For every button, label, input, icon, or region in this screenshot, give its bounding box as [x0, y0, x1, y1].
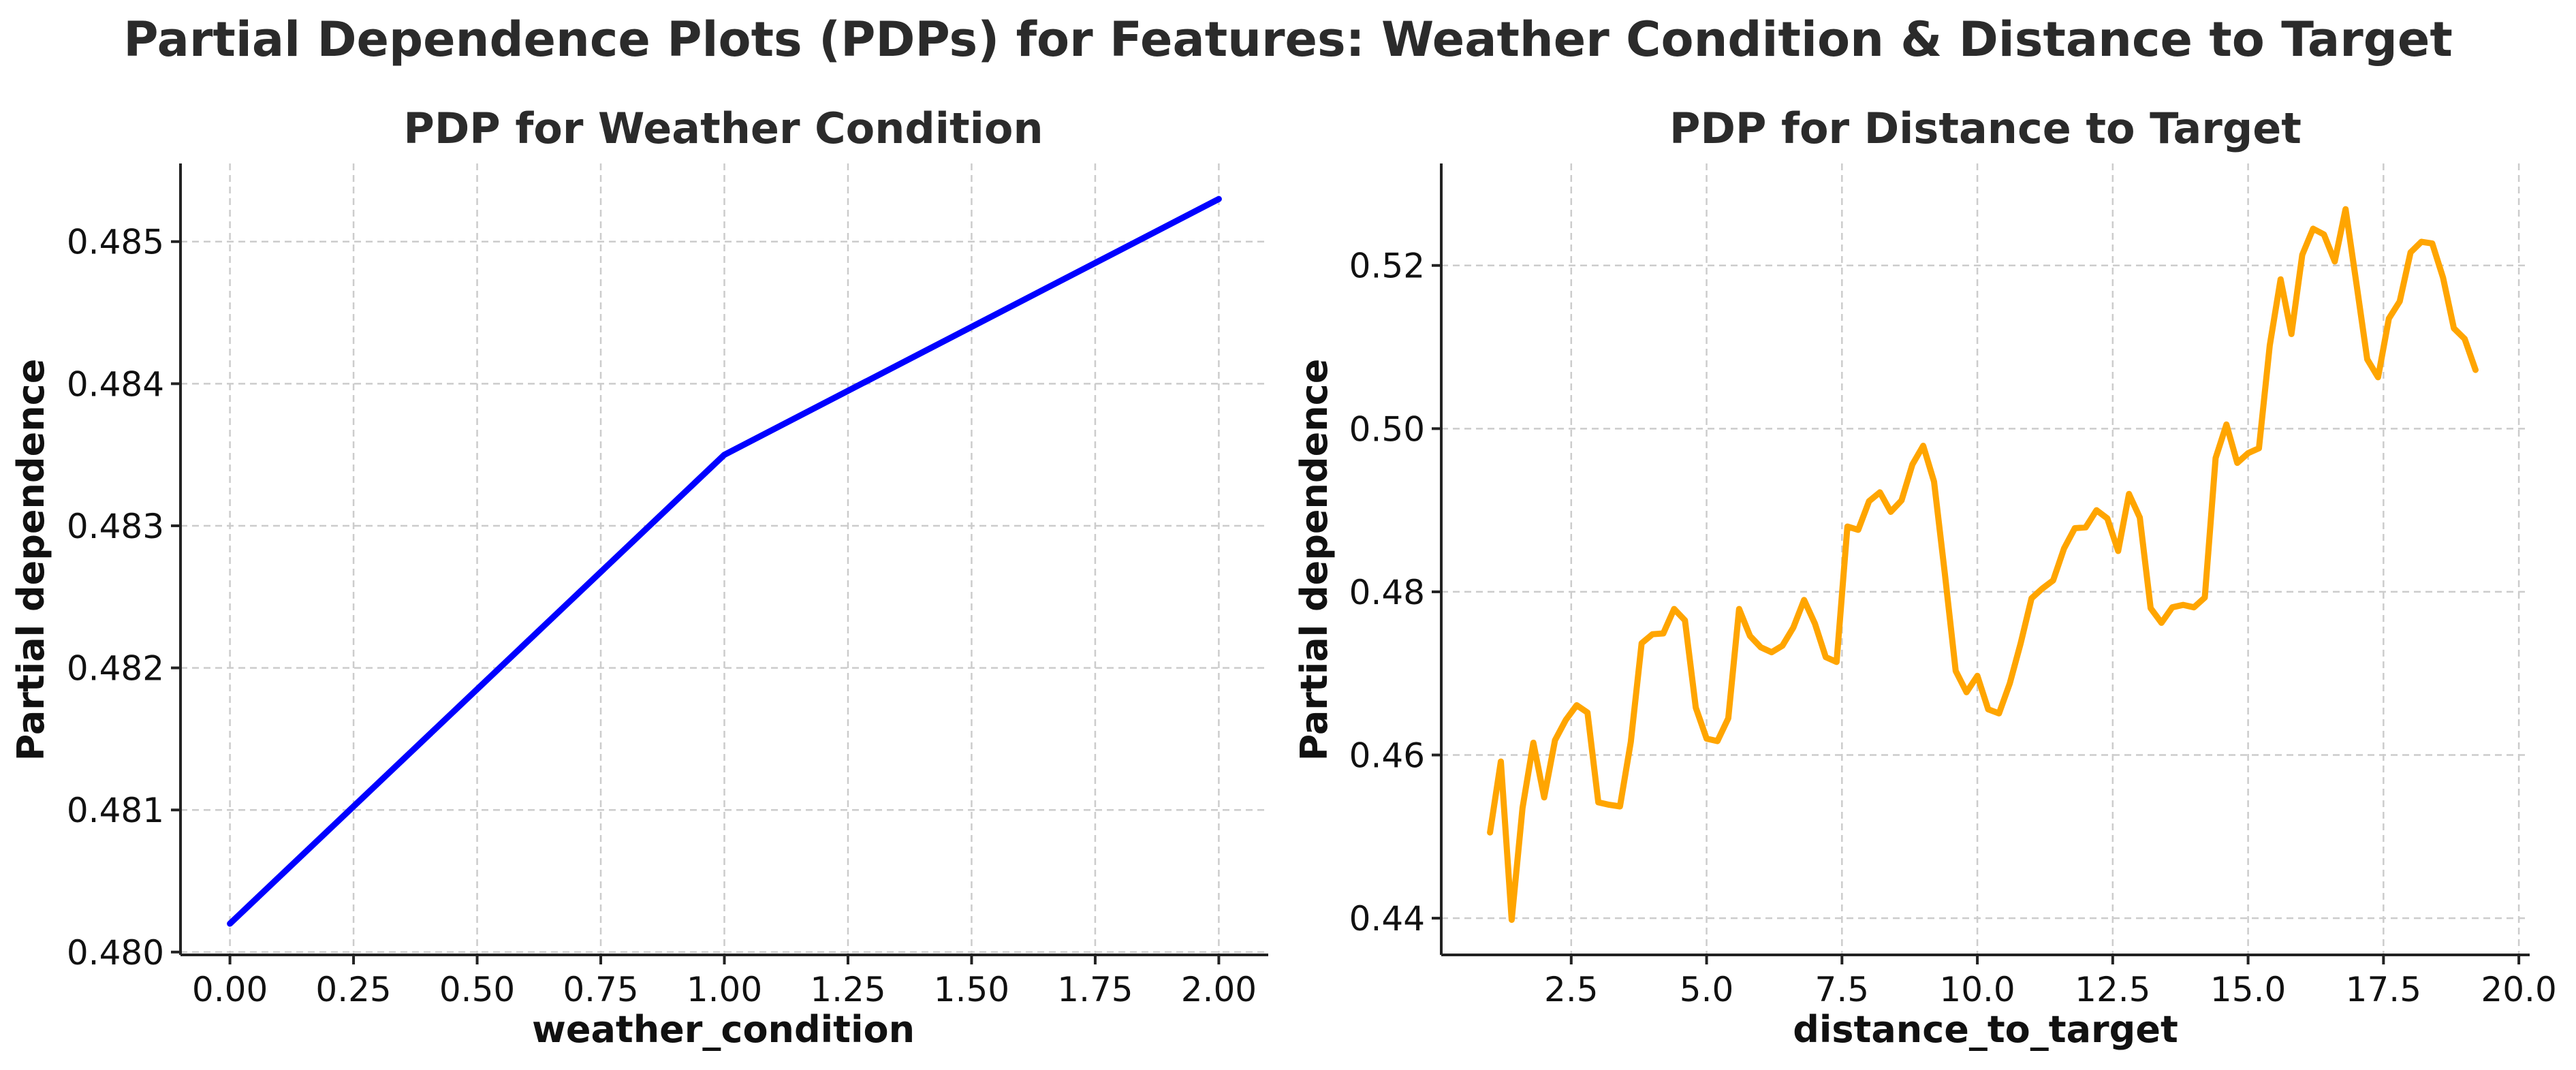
weather-x-tick-label: 0.50: [439, 970, 515, 1009]
distance-y-tick-label: 0.48: [1349, 573, 1425, 612]
weather-y-tick-label: 0.480: [67, 933, 164, 973]
weather-y-tick-label: 0.481: [67, 791, 164, 830]
weather-y-tick-label: 0.484: [67, 364, 164, 404]
distance-x-tick-label: 7.5: [1815, 970, 1870, 1009]
weather-x-axis-label: weather_condition: [532, 1008, 915, 1051]
weather-grid: [180, 163, 1268, 955]
distance-spines: [1440, 163, 2530, 956]
weather-x-tick-label: 0.00: [192, 970, 268, 1009]
weather-pdp-title: PDP for Weather Condition: [403, 104, 1043, 153]
weather-y-tick-label: 0.485: [67, 223, 164, 262]
distance-x-tick-label: 5.0: [1680, 970, 1734, 1009]
distance-x-tick-label: 10.0: [1939, 970, 2015, 1009]
weather-y-tick-label: 0.483: [67, 507, 164, 546]
distance-y-tick-label: 0.46: [1349, 736, 1425, 776]
weather-x-tick-label: 1.00: [687, 970, 762, 1009]
distance-y-tick-label: 0.50: [1349, 409, 1425, 449]
distance-series: [1487, 206, 2479, 923]
distance-x-axis-label: distance_to_target: [1793, 1008, 2178, 1051]
distance-x-tick-label: 17.5: [2346, 970, 2421, 1009]
distance-x-tick-label: 2.5: [1544, 970, 1599, 1009]
weather-x-tick-label: 1.75: [1057, 970, 1133, 1009]
distance-x-tick-label: 12.5: [2075, 970, 2150, 1009]
weather-spines: [179, 163, 1268, 956]
distance-x-tick-label: 20.0: [2481, 970, 2556, 1009]
distance-pdp-title: PDP for Distance to Target: [1669, 104, 2302, 153]
weather-x-tick-label: 0.25: [315, 970, 391, 1009]
weather-x-tick-label: 0.75: [563, 970, 638, 1009]
weather-x-tick-label: 1.50: [934, 970, 1009, 1009]
weather-pdp-line: [227, 195, 1222, 927]
distance-x-tick-label: 15.0: [2210, 970, 2286, 1009]
distance-pdp-line: [1487, 206, 2479, 923]
distance-ticks: 2.5 5.0 7.5 10.0 12.5 15.0 17.5 20.0 0.44 0.46 0.4…: [1349, 247, 2557, 1009]
distance-y-tick-label: 0.44: [1349, 899, 1425, 939]
weather-y-tick-label: 0.482: [67, 649, 164, 689]
figure-suptitle: Partial Dependence Plots (PDPs) for Feat…: [123, 12, 2453, 67]
weather-ticks: 0.00 0.25 0.50 0.75 1.00 1.25 1.50 1.75 2.00 0.48…: [67, 223, 1257, 1009]
distance-y-axis-label: Partial dependence: [1293, 359, 1336, 761]
weather-condition-pdp-panel: PDP for Weather Condition weather_condit…: [10, 104, 1268, 1051]
weather-series: [227, 195, 1222, 927]
distance-grid: [1441, 163, 2530, 955]
distance-y-tick-label: 0.52: [1349, 247, 1425, 286]
distance-to-target-pdp-panel: PDP for Distance to Target distance_to_t…: [1293, 104, 2557, 1051]
weather-x-tick-label: 1.25: [810, 970, 885, 1009]
weather-x-tick-label: 2.00: [1181, 970, 1257, 1009]
weather-y-axis-label: Partial dependence: [10, 359, 52, 761]
